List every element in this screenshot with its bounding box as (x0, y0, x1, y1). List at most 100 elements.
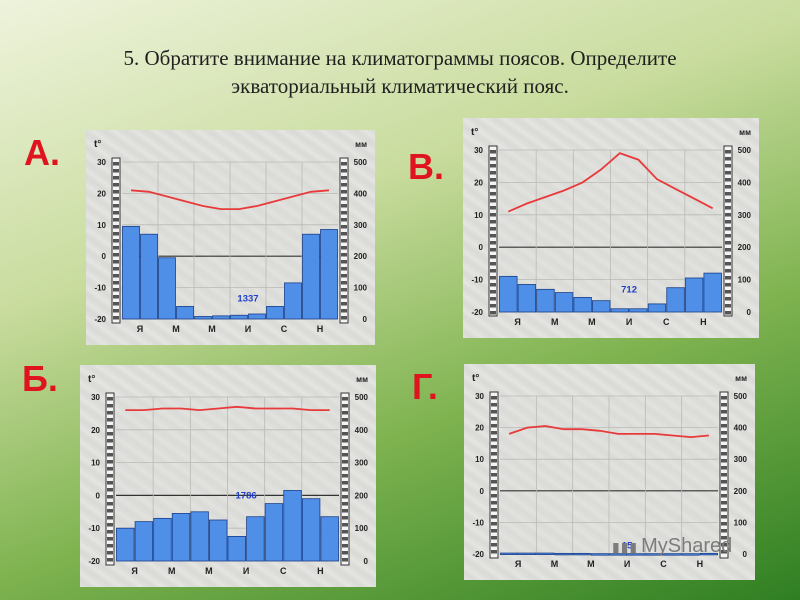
temp-scale-column-stripe (491, 396, 497, 400)
precip-tick-label: 100 (354, 284, 368, 293)
precip-scale-column-stripe (725, 157, 731, 161)
temp-tick-label: -20 (88, 557, 100, 566)
precip-tick-label: 500 (354, 158, 368, 167)
precip-bar (590, 553, 609, 556)
temp-scale-column-stripe (107, 502, 113, 506)
precip-scale-column-stripe (341, 183, 347, 187)
precip-bar (283, 490, 302, 562)
temp-axis-label: t° (88, 374, 95, 385)
precip-tick-label: 500 (355, 393, 369, 402)
temp-scale-column-stripe (113, 232, 119, 236)
temp-scale-column-stripe (490, 150, 496, 154)
precip-bar (629, 308, 648, 313)
climatogram-a: 30 500 20 400 10 300 0 200 -10 100 -20 0 t° мм Я М М И С Н 1… (86, 130, 375, 345)
month-label: М (208, 324, 216, 334)
precip-bar (592, 300, 611, 313)
precip-bar (609, 553, 628, 556)
temp-axis-label: t° (94, 139, 101, 150)
temp-scale-column-stripe (107, 509, 113, 513)
precip-axis-label: мм (356, 375, 368, 384)
precip-scale-column-stripe (725, 220, 731, 224)
precip-tick-label: 0 (363, 315, 368, 324)
precip-scale-column-stripe (721, 396, 727, 400)
temp-scale-column-stripe (113, 176, 119, 180)
precip-scale-column-stripe (341, 211, 347, 215)
precip-scale-column-stripe (721, 473, 727, 477)
temp-scale-column-stripe (107, 425, 113, 429)
precip-bar (194, 316, 212, 320)
precip-scale-column-stripe (342, 509, 348, 513)
precip-scale-column-stripe (725, 283, 731, 287)
temp-scale-column-stripe (113, 260, 119, 264)
precip-tick-label: 400 (734, 424, 748, 433)
precip-scale-column-stripe (721, 403, 727, 407)
precip-tick-label: 400 (354, 189, 368, 198)
month-label: И (245, 324, 251, 334)
month-label: И (624, 559, 630, 569)
annual-precip-label: 1337 (237, 293, 258, 304)
precip-bar (645, 553, 664, 556)
temp-scale-column-stripe (113, 316, 119, 320)
temp-tick-label: 0 (102, 252, 107, 261)
precip-scale-column-stripe (342, 404, 348, 408)
precip-scale-column-stripe (341, 232, 347, 236)
temp-scale-column-stripe (113, 190, 119, 194)
precip-scale-column-stripe (342, 467, 348, 471)
temp-scale-column-stripe (107, 460, 113, 464)
month-label: М (172, 324, 180, 334)
temp-scale-column-stripe (490, 227, 496, 231)
precip-scale-column-stripe (342, 516, 348, 520)
temp-scale-column-stripe (490, 185, 496, 189)
temp-scale-column-stripe (491, 550, 497, 554)
temp-scale-column-stripe (491, 417, 497, 421)
temp-tick-label: 20 (97, 189, 106, 198)
month-label: С (660, 559, 667, 569)
temp-scale-column-stripe (490, 297, 496, 301)
precip-bar (116, 527, 135, 562)
month-label: М (168, 566, 176, 576)
precip-scale-column-stripe (725, 276, 731, 280)
temp-tick-label: -20 (94, 315, 106, 324)
precip-scale-column-stripe (725, 199, 731, 203)
precip-scale-column-stripe (342, 481, 348, 485)
precip-scale-column-stripe (341, 162, 347, 166)
precip-scale-column-stripe (721, 445, 727, 449)
precip-scale-column-stripe (342, 460, 348, 464)
precip-scale-column-stripe (725, 150, 731, 154)
temp-scale-column-stripe (107, 446, 113, 450)
temp-scale-column-stripe (491, 543, 497, 547)
precip-scale-column-stripe (721, 515, 727, 519)
temp-tick-label: 10 (474, 211, 483, 220)
temp-scale-column-stripe (491, 508, 497, 512)
precip-scale-column-stripe (342, 439, 348, 443)
precip-tick-label: 500 (734, 392, 748, 401)
temperature-line (125, 405, 330, 412)
climatogram-b-svg: 30 500 20 400 10 300 0 200 -10 100 -20 0 t° мм Я М М И С Н 1… (88, 374, 369, 576)
month-label: Н (700, 317, 707, 327)
temp-scale-column-stripe (491, 501, 497, 505)
temp-scale-column-stripe (490, 199, 496, 203)
precip-bar (301, 498, 321, 562)
precip-scale-column-stripe (341, 190, 347, 194)
precip-scale-column-stripe (342, 558, 348, 562)
precip-bar (610, 308, 629, 313)
precip-tick-label: 300 (354, 221, 368, 230)
temp-scale-column-stripe (107, 544, 113, 548)
precip-tick-label: 200 (734, 487, 748, 496)
temp-scale-column-stripe (491, 515, 497, 519)
temp-scale-column-stripe (113, 253, 119, 257)
precip-bar (681, 553, 700, 556)
month-label: С (280, 566, 287, 576)
precip-scale-column-stripe (341, 169, 347, 173)
temp-scale-column-stripe (113, 162, 119, 166)
precip-scale-column-stripe (342, 432, 348, 436)
precip-bar (209, 519, 228, 562)
month-label: М (205, 566, 213, 576)
temp-scale-column-stripe (113, 267, 119, 271)
temp-scale-column-stripe (491, 431, 497, 435)
precip-bar (284, 282, 302, 320)
temperature-line (508, 425, 709, 439)
precip-bar (627, 553, 646, 556)
temp-scale-column-stripe (490, 255, 496, 259)
month-label: Н (317, 324, 324, 334)
